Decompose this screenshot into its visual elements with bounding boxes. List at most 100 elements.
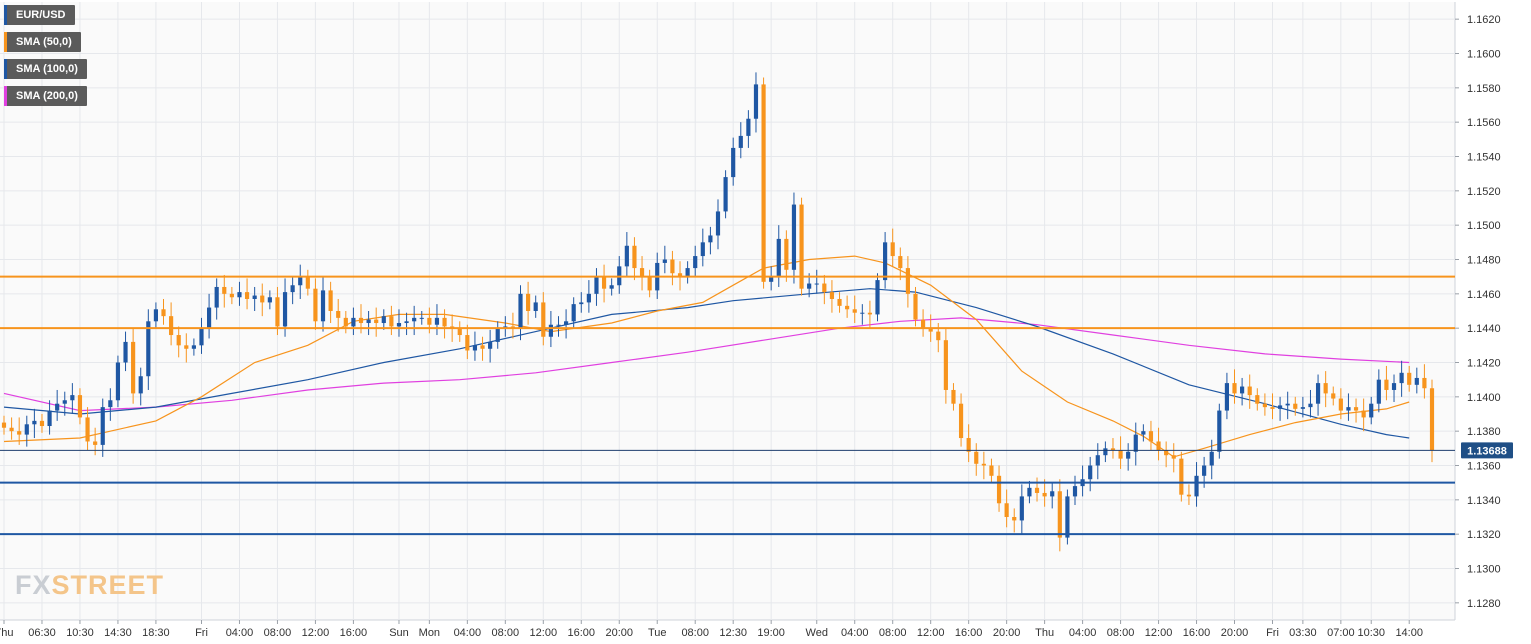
legend-swatch-sma50 [4,32,7,52]
candle-body [1338,398,1343,411]
candle [1042,479,1047,507]
candle [282,278,288,337]
candle-body [472,345,478,351]
legend-item-sma50[interactable]: SMA (50,0) [4,32,81,52]
candle-body [1323,383,1328,394]
candle [905,256,910,308]
candle [1331,386,1336,406]
candle-body [70,395,75,401]
candle-body [343,317,348,327]
candle [769,266,774,291]
candle [1027,480,1032,504]
candle-body [442,317,447,327]
candle-body [457,328,462,336]
x-tick-label: 14:30 [104,627,132,639]
candle-body [1308,403,1313,408]
x-tick-label: 14:00 [1395,627,1423,639]
x-tick-label: Thu [0,627,13,639]
candle [1414,367,1419,394]
candle [495,321,500,349]
candle-body [282,292,288,327]
candle [480,336,485,361]
candle-body [936,331,941,341]
candle [898,247,903,281]
candle-body [1164,450,1169,456]
candle [267,290,272,310]
legend-item-sma200[interactable]: SMA (200,0) [4,86,87,106]
x-tick-label: 03:30 [1289,627,1317,639]
candle [1255,388,1260,411]
candle-body [822,283,827,293]
candle [305,269,310,296]
candle [412,305,417,336]
candle-body [1118,450,1123,459]
x-tick-label: 08:00 [492,627,520,639]
candle [1262,393,1267,416]
candle-body [404,321,409,324]
candle [472,331,478,361]
candle-body [541,302,546,337]
candle-body [898,256,903,269]
candle [419,311,424,325]
logo-fx: FX [15,570,52,600]
candle-body [533,302,538,311]
candle [381,309,386,330]
y-tick-label: 1.1540 [1467,152,1501,164]
candle [1019,484,1024,535]
legend-swatch-sma200 [4,86,7,106]
candle-body [594,276,599,294]
candle [32,408,37,439]
candle-body [93,441,98,445]
y-tick-label: 1.1620 [1467,14,1501,26]
candle-body [1429,388,1435,451]
candle [1353,398,1359,423]
candle-body [1255,395,1260,404]
candle-body [563,321,569,325]
candle-body [206,307,212,329]
candle [1240,377,1245,406]
candle-body [374,319,379,324]
candle-body [700,242,705,257]
candle [693,245,698,277]
candle-body [1240,386,1245,394]
candle [1308,389,1313,418]
candle-body [586,293,591,303]
x-tick-label: 18:30 [142,627,170,639]
candle [1012,508,1017,533]
candle-body [518,293,523,329]
candle [966,424,971,463]
candle [974,443,979,476]
candle [1133,422,1138,466]
candle [1285,391,1290,420]
candle-body [1194,475,1199,497]
candle [55,389,60,421]
candle [632,237,637,281]
candle-body [677,273,683,277]
legend-item-sma100[interactable]: SMA (100,0) [4,59,87,79]
candle-body [958,403,964,439]
candle-body [731,147,736,178]
candle [1399,360,1404,397]
legend-item-eurusd[interactable]: EUR/USD [4,5,75,25]
candle [715,199,721,250]
candle-body [176,335,181,346]
x-tick-label: 04:00 [1069,627,1097,639]
candle [571,297,576,329]
candle-body [723,177,728,212]
candle [153,302,159,329]
candle-body [1232,383,1237,394]
candle-body [1247,386,1252,396]
candle-body [199,328,204,346]
candle [1293,396,1298,416]
candle-body [328,290,333,311]
candle-body [131,341,136,394]
candle-body [1088,465,1093,480]
candle-body [419,317,424,319]
candle-body [1361,410,1366,418]
y-tick-label: 1.1420 [1467,358,1501,370]
candle-body [32,420,37,425]
candle [837,292,842,313]
x-tick-label: 16:00 [955,627,983,639]
candle-body [845,305,850,310]
candle [822,274,827,305]
